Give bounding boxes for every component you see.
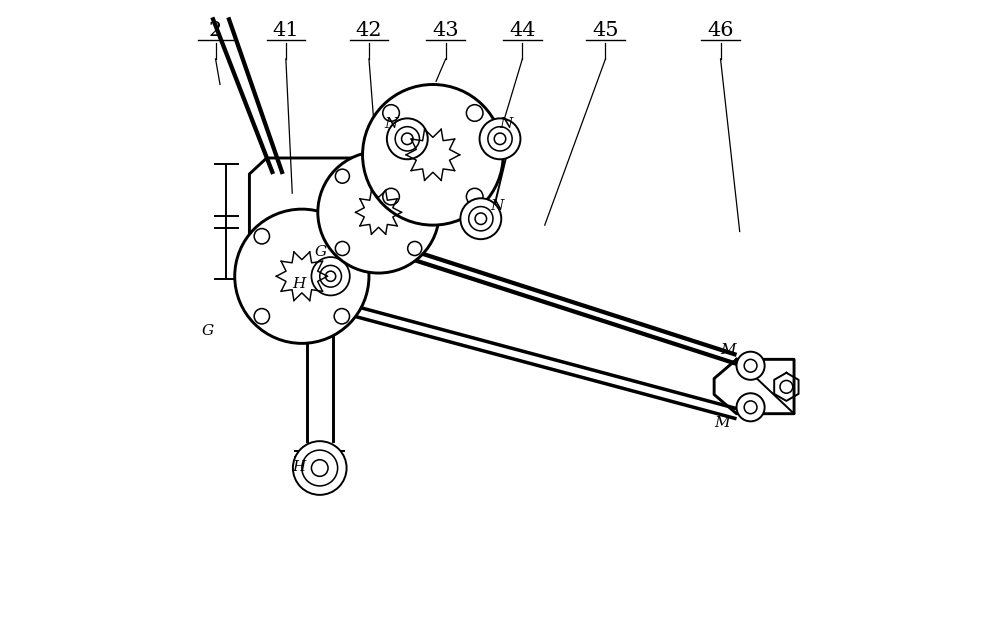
- Circle shape: [290, 265, 313, 288]
- Circle shape: [254, 309, 270, 324]
- Circle shape: [469, 207, 493, 231]
- Polygon shape: [471, 137, 510, 221]
- Circle shape: [383, 105, 399, 121]
- Circle shape: [311, 257, 350, 295]
- Circle shape: [480, 118, 520, 159]
- Text: N: N: [385, 117, 398, 131]
- Text: G: G: [201, 324, 213, 338]
- Circle shape: [387, 118, 428, 159]
- Circle shape: [475, 213, 487, 225]
- Circle shape: [335, 241, 349, 256]
- Circle shape: [466, 105, 483, 121]
- Circle shape: [368, 202, 389, 223]
- Circle shape: [302, 450, 338, 486]
- Circle shape: [744, 360, 757, 372]
- Text: 2: 2: [209, 21, 222, 40]
- Circle shape: [460, 198, 501, 239]
- Text: 43: 43: [432, 21, 459, 40]
- Circle shape: [254, 229, 270, 244]
- Circle shape: [325, 271, 336, 281]
- Circle shape: [488, 126, 512, 151]
- Circle shape: [737, 352, 765, 380]
- Circle shape: [385, 107, 481, 203]
- Circle shape: [466, 188, 483, 205]
- Text: 46: 46: [707, 21, 734, 40]
- Text: N: N: [490, 199, 503, 213]
- Circle shape: [744, 401, 757, 413]
- Circle shape: [421, 143, 445, 167]
- Circle shape: [395, 126, 419, 151]
- Polygon shape: [320, 219, 372, 282]
- Circle shape: [408, 241, 422, 256]
- Circle shape: [335, 169, 349, 183]
- Circle shape: [334, 309, 350, 324]
- Text: 42: 42: [356, 21, 382, 40]
- Text: H: H: [292, 277, 305, 291]
- Circle shape: [383, 188, 399, 205]
- Polygon shape: [407, 127, 500, 150]
- Circle shape: [318, 152, 439, 273]
- Text: 44: 44: [509, 21, 536, 40]
- Circle shape: [293, 441, 347, 495]
- Circle shape: [320, 265, 341, 287]
- Circle shape: [408, 169, 422, 183]
- Circle shape: [311, 460, 328, 476]
- Circle shape: [235, 209, 369, 343]
- Circle shape: [737, 394, 765, 421]
- Text: 41: 41: [273, 21, 299, 40]
- Text: 45: 45: [592, 21, 619, 40]
- Text: G: G: [315, 245, 327, 259]
- Circle shape: [256, 230, 348, 322]
- Circle shape: [363, 85, 503, 225]
- Text: M: M: [715, 416, 730, 430]
- Text: M: M: [720, 343, 736, 357]
- Text: H: H: [292, 460, 305, 474]
- Circle shape: [402, 133, 413, 144]
- Circle shape: [494, 133, 506, 144]
- Text: N: N: [500, 117, 513, 131]
- Circle shape: [337, 171, 420, 254]
- Circle shape: [334, 229, 350, 244]
- Circle shape: [780, 381, 793, 394]
